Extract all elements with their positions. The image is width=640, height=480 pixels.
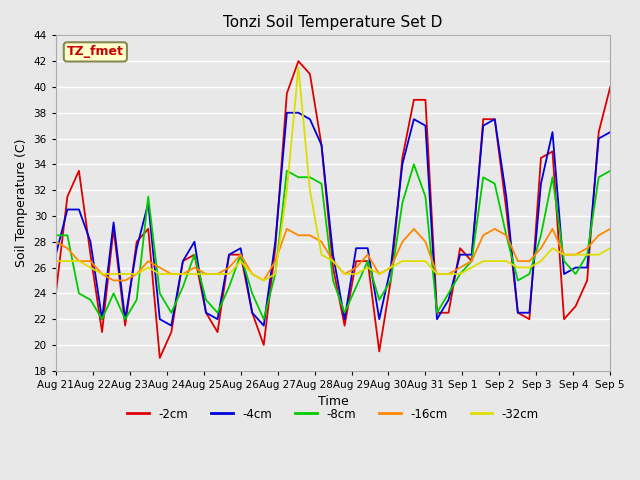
Text: TZ_fmet: TZ_fmet bbox=[67, 46, 124, 59]
Title: Tonzi Soil Temperature Set D: Tonzi Soil Temperature Set D bbox=[223, 15, 443, 30]
Legend: -2cm, -4cm, -8cm, -16cm, -32cm: -2cm, -4cm, -8cm, -16cm, -32cm bbox=[123, 403, 543, 425]
X-axis label: Time: Time bbox=[317, 396, 348, 408]
Y-axis label: Soil Temperature (C): Soil Temperature (C) bbox=[15, 139, 28, 267]
